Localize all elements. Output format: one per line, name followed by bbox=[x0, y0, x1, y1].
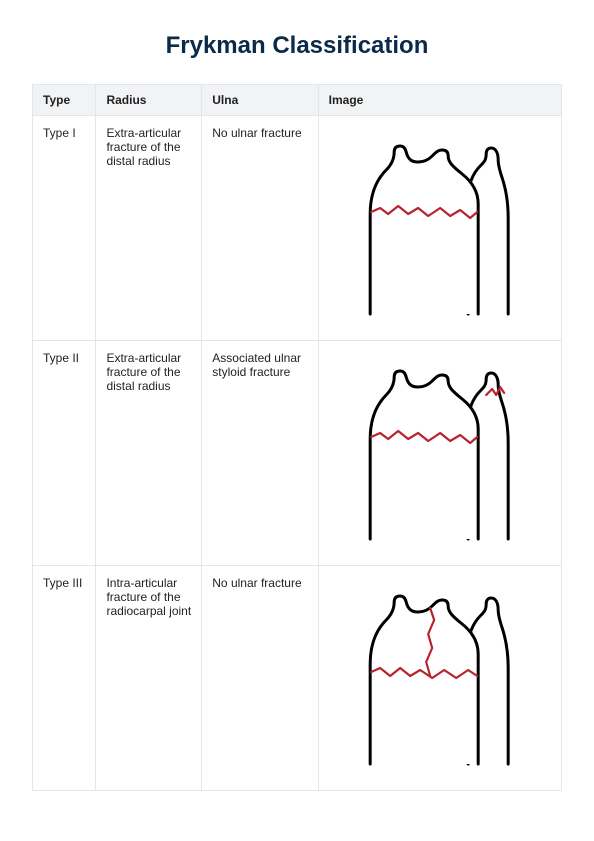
cell-type: Type III bbox=[33, 566, 96, 791]
bone-diagram bbox=[329, 576, 551, 776]
cell-image bbox=[318, 116, 561, 341]
table-row: Type III Intra-articular fracture of the… bbox=[33, 566, 562, 791]
classification-table: Type Radius Ulna Image Type I Extra-arti… bbox=[32, 84, 562, 791]
bone-diagram bbox=[329, 126, 551, 326]
radius-bone bbox=[370, 371, 478, 539]
col-header-image: Image bbox=[318, 85, 561, 116]
cell-radius: Extra-articular fracture of the distal r… bbox=[96, 341, 202, 566]
cell-type: Type I bbox=[33, 116, 96, 341]
cell-ulna: No ulnar fracture bbox=[202, 566, 318, 791]
cell-image bbox=[318, 341, 561, 566]
cell-radius: Intra-articular fracture of the radiocar… bbox=[96, 566, 202, 791]
bone-diagram bbox=[329, 351, 551, 551]
cell-image bbox=[318, 566, 561, 791]
radius-bone bbox=[370, 146, 478, 314]
cell-radius: Extra-articular fracture of the distal r… bbox=[96, 116, 202, 341]
table-row: Type II Extra-articular fracture of the … bbox=[33, 341, 562, 566]
cell-type: Type II bbox=[33, 341, 96, 566]
col-header-radius: Radius bbox=[96, 85, 202, 116]
table-row: Type I Extra-articular fracture of the d… bbox=[33, 116, 562, 341]
col-header-type: Type bbox=[33, 85, 96, 116]
page-title: Frykman Classification bbox=[32, 32, 562, 60]
col-header-ulna: Ulna bbox=[202, 85, 318, 116]
cell-ulna: No ulnar fracture bbox=[202, 116, 318, 341]
cell-ulna: Associated ulnar styloid fracture bbox=[202, 341, 318, 566]
radius-bone bbox=[370, 596, 478, 764]
table-header-row: Type Radius Ulna Image bbox=[33, 85, 562, 116]
page-root: Frykman Classification Type Radius Ulna … bbox=[0, 0, 594, 815]
